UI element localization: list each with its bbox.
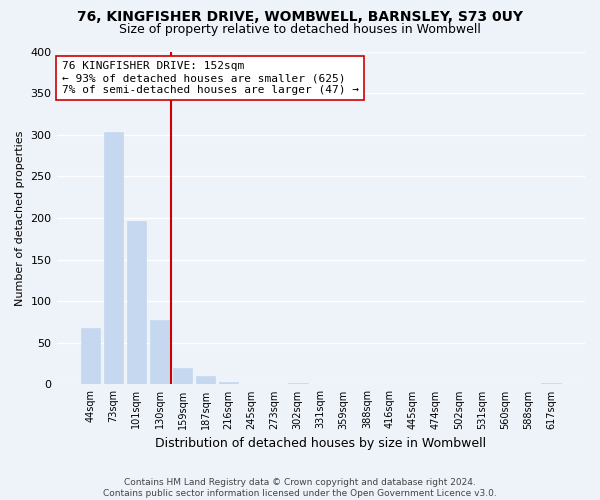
Bar <box>173 368 193 384</box>
Bar <box>80 328 100 384</box>
Bar <box>196 376 215 384</box>
Text: Contains HM Land Registry data © Crown copyright and database right 2024.
Contai: Contains HM Land Registry data © Crown c… <box>103 478 497 498</box>
Text: 76, KINGFISHER DRIVE, WOMBWELL, BARNSLEY, S73 0UY: 76, KINGFISHER DRIVE, WOMBWELL, BARNSLEY… <box>77 10 523 24</box>
Bar <box>288 383 308 384</box>
Text: Size of property relative to detached houses in Wombwell: Size of property relative to detached ho… <box>119 22 481 36</box>
Bar <box>104 132 123 384</box>
Bar <box>541 383 561 384</box>
Text: 76 KINGFISHER DRIVE: 152sqm
← 93% of detached houses are smaller (625)
7% of sem: 76 KINGFISHER DRIVE: 152sqm ← 93% of det… <box>62 62 359 94</box>
Bar <box>149 320 169 384</box>
Bar <box>219 382 238 384</box>
X-axis label: Distribution of detached houses by size in Wombwell: Distribution of detached houses by size … <box>155 437 487 450</box>
Y-axis label: Number of detached properties: Number of detached properties <box>15 130 25 306</box>
Bar <box>127 222 146 384</box>
